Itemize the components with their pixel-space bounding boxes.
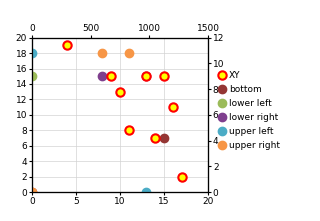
XY [180, 175, 184, 178]
Line: lower right: lower right [98, 72, 151, 80]
lower right [100, 75, 104, 78]
Line: bottom: bottom [28, 134, 168, 196]
bottom [162, 137, 166, 139]
XY [145, 75, 148, 78]
XY [118, 90, 122, 93]
XY [65, 44, 69, 47]
XY [153, 137, 157, 139]
XY [109, 75, 113, 78]
XY [127, 129, 131, 132]
Legend: XY, bottom, lower left, lower right, upper left, upper right: XY, bottom, lower left, lower right, upp… [217, 70, 281, 151]
bottom [30, 191, 34, 194]
Line: XY: XY [63, 41, 186, 181]
XY [162, 75, 166, 78]
lower right [145, 75, 148, 78]
upper right [30, 191, 34, 194]
XY [171, 106, 175, 109]
upper right [100, 52, 104, 54]
upper right [127, 52, 131, 54]
Line: upper right: upper right [28, 49, 133, 196]
